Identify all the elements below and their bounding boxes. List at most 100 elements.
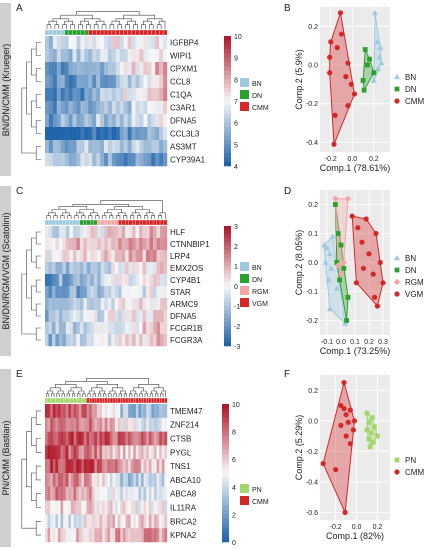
heatmap-1-colorbar-step (224, 278, 231, 283)
heatmap-0-cell (127, 101, 132, 115)
heatmap-1-cell (100, 262, 105, 275)
heatmap-2-cell (60, 500, 64, 515)
heatmap-2-cell (122, 431, 126, 446)
heatmap-1-cell (86, 262, 91, 275)
heatmap-2-col-dendrogram (66, 393, 70, 397)
heatmap-0-cell (135, 153, 140, 167)
pca-1-legend-marker (394, 254, 400, 261)
heatmap-1-cell (132, 274, 136, 287)
pca-1-point-dn (341, 265, 347, 271)
heatmap-1-cell (100, 250, 105, 263)
heatmap-1-cell (58, 310, 63, 323)
heatmap-0-cell (68, 140, 73, 154)
heatmap-0-cell (107, 101, 113, 115)
heatmap-2-cell (94, 514, 98, 529)
pca-1-point-dn (334, 260, 340, 265)
heatmap-2-cell (154, 514, 157, 529)
heatmap-0-cell (56, 153, 61, 167)
heatmap-0-cell (119, 140, 124, 154)
heatmap-2-col-dendrogram (88, 390, 95, 394)
heatmap-1-cell (83, 310, 88, 323)
heatmap-2-cell (156, 404, 160, 419)
heatmap-1-col-dendrogram (88, 215, 93, 219)
heatmap-0-cell (111, 140, 117, 154)
heatmap-0-group-cell (96, 29, 101, 36)
heatmap-2-cell (57, 473, 61, 488)
heatmap-2-cell (104, 431, 108, 446)
pca-0-plot-background (320, 7, 390, 152)
heatmap-1-group-cell (79, 219, 84, 226)
heatmap-2-colorbar-step (222, 463, 229, 469)
heatmap-1-cell (139, 310, 143, 323)
heatmap-0-cell (52, 153, 58, 167)
heatmap-1-cell (86, 310, 91, 323)
heatmap-2-cell (86, 445, 90, 460)
heatmap-1-cell (83, 250, 88, 263)
heatmap-2-cell (148, 404, 152, 419)
heatmap-1-group-cell (55, 219, 60, 226)
heatmap-2-col-dendrogram (65, 380, 108, 385)
heatmap-2-cell (115, 514, 118, 529)
heatmap-2-cell (120, 404, 124, 419)
heatmap-0-cell (131, 36, 136, 50)
heatmap-0-cell (88, 140, 93, 154)
heatmap-0-colorbar-step (224, 57, 231, 63)
heatmap-1-cell (69, 334, 74, 347)
heatmap-0-cell (143, 153, 148, 167)
heatmap-2-cell (112, 404, 116, 419)
heatmap-2-cell (45, 514, 48, 529)
heatmap-1-col-dendrogram (135, 209, 150, 213)
pca-0-point-bn (371, 9, 378, 16)
heatmap-1-cell (128, 286, 133, 299)
heatmap-2-cell (52, 528, 56, 543)
heatmap-1-cell (100, 286, 105, 299)
heatmap-2-cell (57, 528, 61, 543)
heatmap-1-cell (125, 250, 129, 263)
heatmap-2-cell (143, 404, 147, 419)
heatmap-2-cell (104, 417, 108, 432)
heatmap-2-cell (135, 514, 139, 529)
heatmap-0-col-dendrogram (95, 20, 105, 25)
heatmap-0-cell (45, 127, 50, 141)
pca-1-point-bn (326, 305, 333, 312)
heatmap-2-cell (120, 528, 124, 543)
heatmap-2-cell (130, 459, 134, 474)
heatmap-0-cell (151, 36, 156, 50)
heatmap-2-colorbar-step (222, 454, 229, 460)
pca-1-point-vgm (366, 251, 372, 257)
heatmap-2-cell (91, 417, 95, 432)
heatmap-0-cell (68, 62, 73, 76)
pca-1-point-bn (328, 265, 335, 271)
heatmap-2-cell (109, 404, 113, 419)
heatmap-1-cell (62, 262, 67, 275)
heatmap-0-cell (64, 49, 69, 63)
heatmap-2-cell (55, 486, 59, 501)
heatmap-0-col-dendrogram (156, 24, 162, 29)
heatmap-1-cell (111, 334, 115, 347)
heatmap-0-cell (45, 140, 50, 154)
heatmap-2-cell (148, 486, 152, 501)
heatmap-1-colorbar-step (224, 326, 231, 331)
heatmap-2-cell (143, 459, 147, 474)
heatmap-1-cell (55, 262, 60, 275)
heatmap-1-cell (83, 226, 88, 239)
heatmap-0-cell (68, 153, 73, 167)
heatmap-2-cell (164, 459, 168, 474)
heatmap-0-gene-label: CYP39A1 (170, 156, 206, 165)
heatmap-1-col-dendrogram (62, 212, 70, 216)
heatmap-2-cell (143, 445, 147, 460)
heatmap-2-cell (156, 486, 160, 501)
heatmap-0-cell (96, 127, 101, 141)
heatmap-2-cell (50, 445, 54, 460)
heatmap-0-cell (92, 101, 97, 115)
heatmap-1-gene-label: HLF (170, 228, 185, 237)
heatmap-1-cell (114, 334, 119, 347)
heatmap-1-legend-swatch (240, 262, 249, 271)
heatmap-1-colorbar-step (224, 254, 231, 259)
heatmap-1-cell (100, 322, 105, 335)
pca-2-point-cmm (350, 427, 357, 433)
heatmap-0-group-cell (68, 29, 73, 36)
heatmap-0-cell (135, 101, 140, 115)
heatmap-1-colorbar-step (224, 266, 231, 271)
heatmap-0-cell (115, 140, 121, 154)
